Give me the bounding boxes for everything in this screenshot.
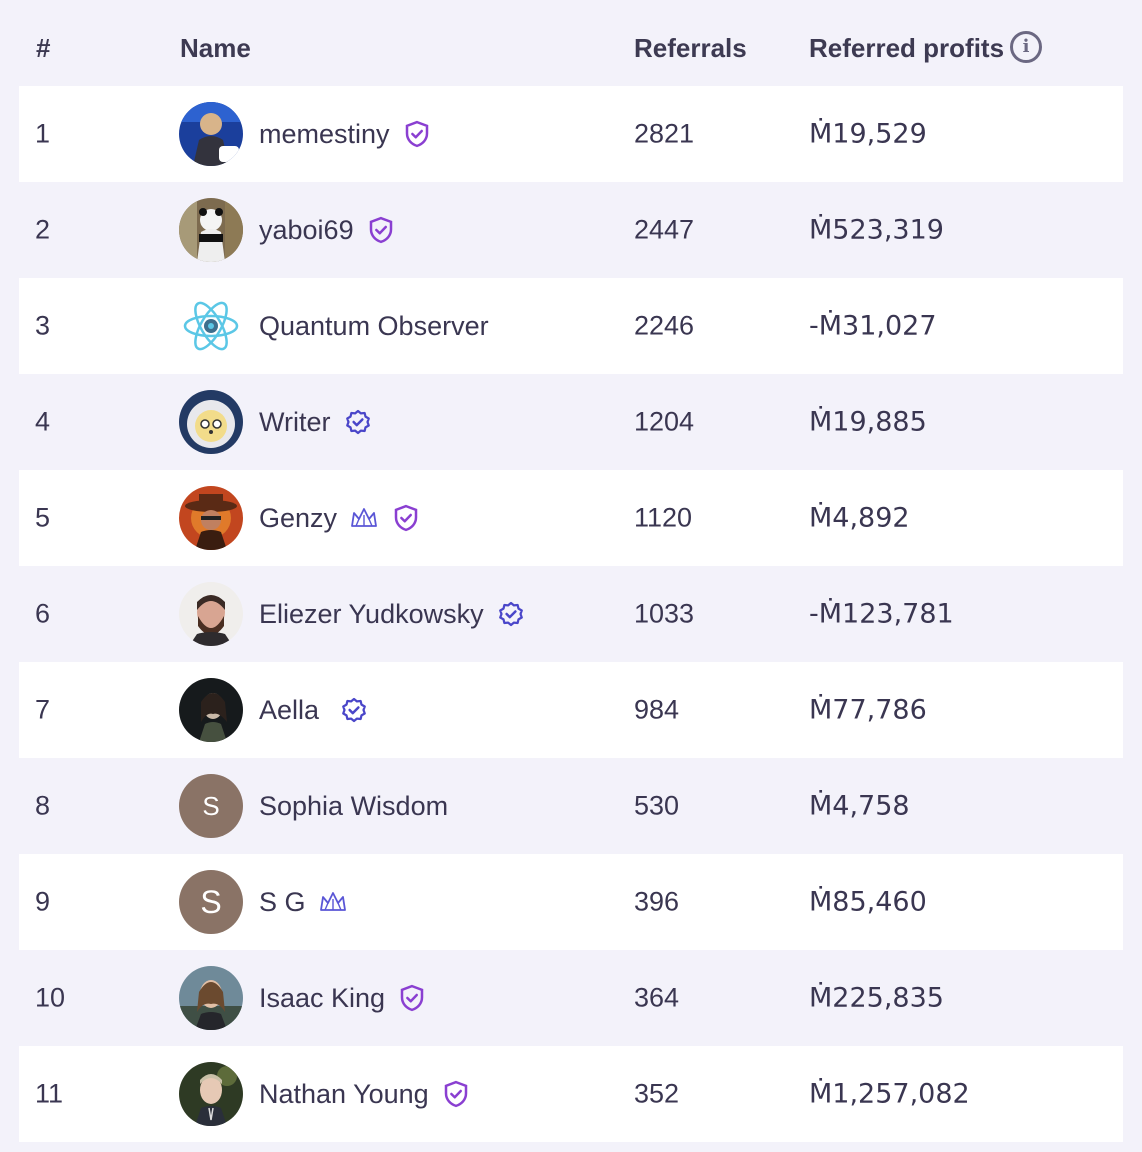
avatar[interactable] bbox=[179, 390, 243, 454]
rank-cell: 9 bbox=[35, 886, 51, 917]
rank-cell: 2 bbox=[35, 214, 51, 245]
avatar[interactable] bbox=[179, 582, 243, 646]
username[interactable]: Nathan Young bbox=[259, 1078, 429, 1109]
table-row: 10 Isaac King 364 Ṁ225,835 bbox=[19, 950, 1123, 1046]
user-cell[interactable]: S S G bbox=[179, 870, 348, 934]
user-cell[interactable]: Aella bbox=[179, 678, 369, 742]
referrals-cell: 2246 bbox=[634, 310, 695, 341]
profits-cell: Ṁ85,460 bbox=[809, 886, 927, 918]
referrals-cell: 1033 bbox=[634, 598, 695, 629]
profits-cell: Ṁ4,758 bbox=[809, 790, 910, 822]
username[interactable]: S G bbox=[259, 886, 306, 917]
shield-check-icon bbox=[391, 503, 421, 533]
username[interactable]: Quantum Observer bbox=[259, 310, 489, 341]
referrals-cell: 2447 bbox=[634, 214, 695, 245]
avatar[interactable]: S bbox=[179, 870, 243, 934]
username[interactable]: memestiny bbox=[259, 118, 390, 149]
table-row: 3 Quantum Observer 2246 -Ṁ31,027 bbox=[19, 278, 1123, 374]
user-cell[interactable]: memestiny bbox=[179, 102, 432, 166]
referrals-cell: 984 bbox=[634, 694, 680, 725]
user-cell[interactable]: Quantum Observer bbox=[179, 294, 489, 358]
avatar[interactable] bbox=[179, 294, 243, 358]
table-row: 11 Nathan Young 352 Ṁ1,257,082 bbox=[19, 1046, 1123, 1142]
crown-icon bbox=[349, 505, 379, 531]
table-row: 5 Genzy 1120 Ṁ4,892 bbox=[19, 470, 1123, 566]
username[interactable]: Writer bbox=[259, 406, 331, 437]
avatar[interactable]: S bbox=[179, 774, 243, 838]
shield-check-icon bbox=[397, 983, 427, 1013]
table-row: 8 S Sophia Wisdom 530 Ṁ4,758 bbox=[19, 758, 1123, 854]
profits-cell: Ṁ523,319 bbox=[809, 214, 944, 246]
leaderboard-table: 1 memestiny 2821 Ṁ19,529 2 yaboi69 2447 … bbox=[19, 86, 1123, 1142]
avatar[interactable] bbox=[179, 486, 243, 550]
avatar[interactable] bbox=[179, 1062, 243, 1126]
rank-cell: 5 bbox=[35, 502, 51, 533]
table-row: 1 memestiny 2821 Ṁ19,529 bbox=[19, 86, 1123, 182]
column-header-name: Name bbox=[180, 33, 251, 63]
profits-cell: Ṁ1,257,082 bbox=[809, 1078, 970, 1110]
profits-cell: Ṁ225,835 bbox=[809, 982, 944, 1014]
username[interactable]: Genzy bbox=[259, 502, 338, 533]
profits-cell: Ṁ4,892 bbox=[809, 502, 910, 534]
username[interactable]: yaboi69 bbox=[259, 214, 354, 245]
profits-cell: Ṁ19,529 bbox=[809, 118, 927, 150]
user-cell[interactable]: Isaac King bbox=[179, 966, 427, 1030]
shield-check-icon bbox=[366, 215, 396, 245]
crown-icon bbox=[318, 889, 348, 915]
referrals-cell: 1120 bbox=[634, 502, 693, 533]
rank-cell: 4 bbox=[35, 406, 51, 437]
user-cell[interactable]: Writer bbox=[179, 390, 373, 454]
user-cell[interactable]: Genzy bbox=[179, 486, 421, 550]
verified-check-icon bbox=[496, 599, 526, 629]
avatar[interactable] bbox=[179, 966, 243, 1030]
referrals-cell: 396 bbox=[634, 886, 680, 917]
referrals-cell: 352 bbox=[634, 1078, 680, 1109]
verified-check-icon bbox=[343, 407, 373, 437]
user-cell[interactable]: S Sophia Wisdom bbox=[179, 774, 448, 838]
username[interactable]: Eliezer Yudkowsky bbox=[259, 598, 484, 629]
rank-cell: 11 bbox=[35, 1078, 64, 1109]
profits-cell: -Ṁ123,781 bbox=[809, 598, 954, 630]
avatar[interactable] bbox=[179, 198, 243, 262]
user-cell[interactable]: Nathan Young bbox=[179, 1062, 471, 1126]
referrals-cell: 2821 bbox=[634, 118, 695, 149]
referrals-cell: 530 bbox=[634, 790, 680, 821]
username[interactable]: Sophia Wisdom bbox=[259, 790, 449, 821]
column-header-rank: # bbox=[36, 33, 51, 63]
table-row: 7 Aella 984 Ṁ77,786 bbox=[19, 662, 1123, 758]
shield-check-icon bbox=[441, 1079, 471, 1109]
column-header-referred-profits: Referred profits i bbox=[809, 30, 1043, 64]
user-cell[interactable]: Eliezer Yudkowsky bbox=[179, 582, 526, 646]
avatar-letter: S bbox=[202, 790, 220, 821]
username[interactable]: Aella bbox=[259, 694, 320, 725]
avatar-letter: S bbox=[200, 883, 222, 920]
rank-cell: 6 bbox=[35, 598, 51, 629]
user-cell[interactable]: yaboi69 bbox=[179, 198, 396, 262]
referrals-cell: 364 bbox=[634, 982, 680, 1013]
table-row: 9 S S G 396 Ṁ85,460 bbox=[19, 854, 1123, 950]
table-row: 4 Writer 1204 Ṁ19,885 bbox=[19, 374, 1123, 470]
verified-check-icon bbox=[339, 695, 369, 725]
avatar[interactable] bbox=[179, 102, 243, 166]
info-icon[interactable]: i bbox=[1010, 30, 1043, 63]
rank-cell: 10 bbox=[35, 982, 66, 1013]
rank-cell: 7 bbox=[35, 694, 51, 725]
table-header: # Name Referrals Referred profits i bbox=[0, 0, 1142, 86]
shield-check-icon bbox=[402, 119, 432, 149]
avatar[interactable] bbox=[179, 678, 243, 742]
referred-profits-label: Referred profits bbox=[809, 33, 1005, 63]
referrals-cell: 1204 bbox=[634, 406, 695, 437]
rank-cell: 8 bbox=[35, 790, 51, 821]
username[interactable]: Isaac King bbox=[259, 982, 386, 1013]
rank-cell: 1 bbox=[35, 118, 51, 149]
table-row: 2 yaboi69 2447 Ṁ523,319 bbox=[19, 182, 1123, 278]
profits-cell: -Ṁ31,027 bbox=[809, 310, 937, 342]
profits-cell: Ṁ77,786 bbox=[809, 694, 927, 726]
profits-cell: Ṁ19,885 bbox=[809, 406, 927, 438]
rank-cell: 3 bbox=[35, 310, 51, 341]
table-row: 6 Eliezer Yudkowsky 1033 -Ṁ123,781 bbox=[19, 566, 1123, 662]
column-header-referrals: Referrals bbox=[634, 33, 747, 63]
